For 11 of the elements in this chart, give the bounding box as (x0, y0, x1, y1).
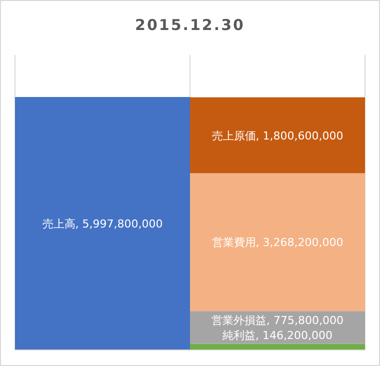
data-label: , 1,800,600,000 (256, 129, 344, 142)
data-label: , 775,800,000 (266, 314, 344, 327)
series-label: 営業費用 (212, 236, 256, 250)
data-label: , 5,997,800,000 (75, 218, 163, 230)
series-label: 売上原価 (212, 129, 256, 142)
series-label: 営業外損益 (212, 314, 267, 327)
data-label: , 146,200,000 (256, 328, 332, 342)
chart-title: 2015.12.30 (135, 16, 245, 34)
series-label: 売上高 (42, 218, 76, 230)
data-label: , 3,268,200,000 (256, 236, 344, 250)
series-label: 純利益 (222, 328, 256, 342)
